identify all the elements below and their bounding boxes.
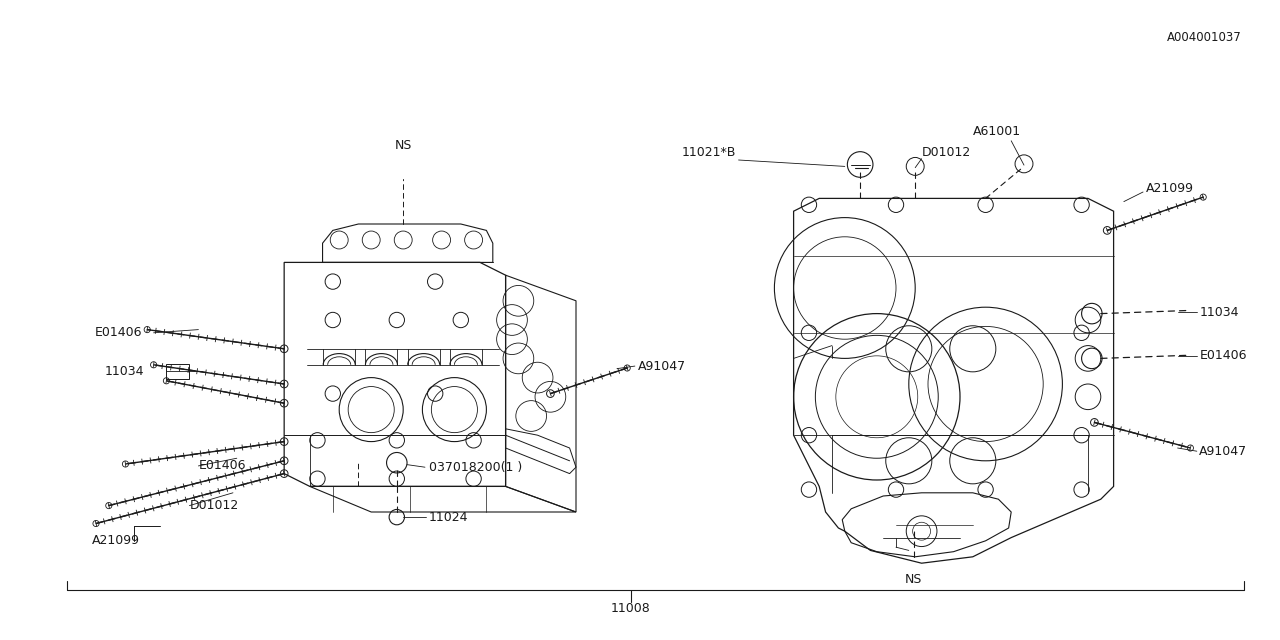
Text: E01406: E01406	[198, 460, 246, 472]
Text: 037018200(1 ): 037018200(1 )	[429, 461, 522, 474]
Text: A004001037: A004001037	[1167, 31, 1242, 44]
Text: E01406: E01406	[1199, 349, 1247, 362]
Text: 11021*B: 11021*B	[682, 146, 736, 159]
Text: A91047: A91047	[1199, 445, 1248, 458]
Text: 11034: 11034	[105, 365, 145, 378]
Text: NS: NS	[905, 573, 923, 586]
Text: D01012: D01012	[189, 499, 238, 512]
Text: A91047: A91047	[637, 360, 686, 372]
Text: A61001: A61001	[973, 125, 1021, 138]
Text: A21099: A21099	[1146, 182, 1193, 195]
Text: 11008: 11008	[611, 602, 652, 614]
Text: A21099: A21099	[92, 534, 141, 547]
Text: NS: NS	[394, 140, 412, 152]
Text: 11034: 11034	[1199, 306, 1239, 319]
Text: 11024: 11024	[429, 511, 468, 524]
Text: E01406: E01406	[95, 326, 142, 339]
Bar	[166, 364, 189, 379]
Text: D01012: D01012	[922, 146, 970, 159]
